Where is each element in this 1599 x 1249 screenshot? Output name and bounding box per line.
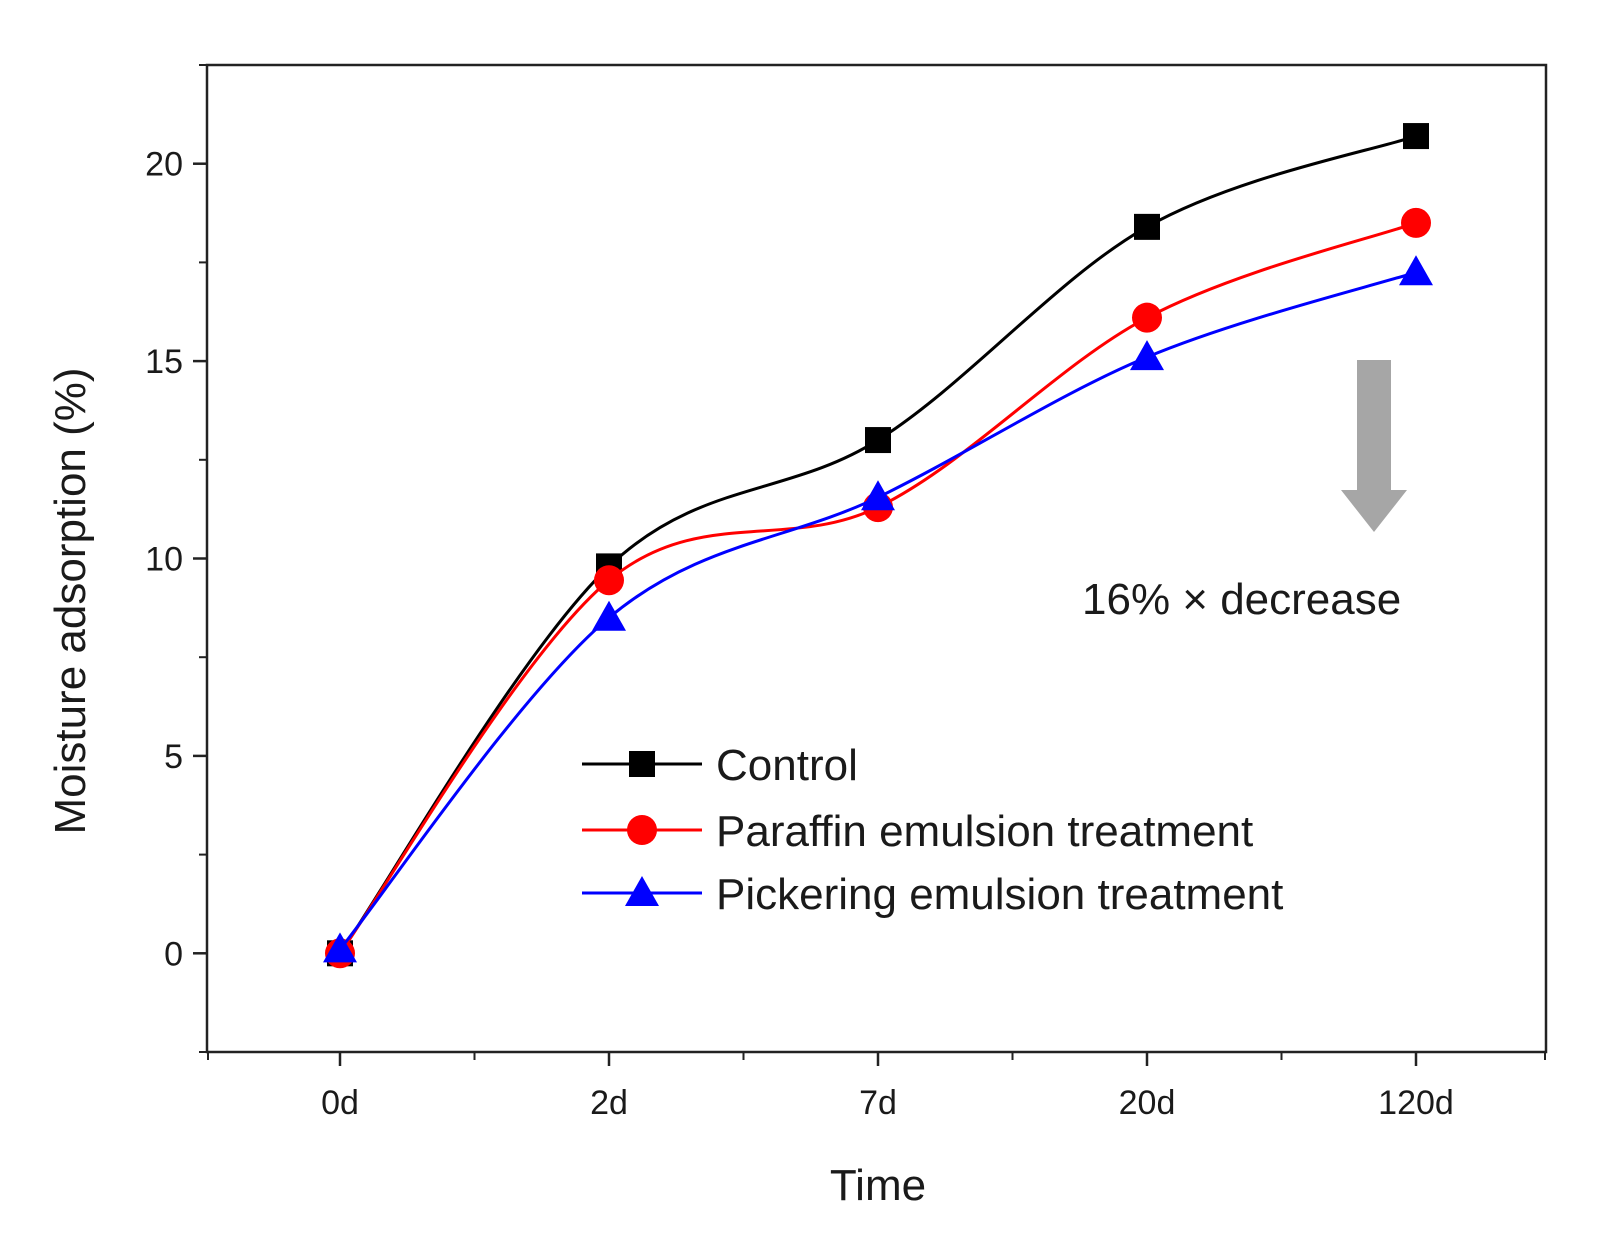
legend-label-pickering: Pickering emulsion treatment <box>716 870 1283 919</box>
axes: 0 5 10 15 20 0d 2d 7d 20d 120d <box>145 63 1548 1122</box>
x-tick-label: 0d <box>321 1084 359 1122</box>
y-tick-label: 0 <box>164 935 183 973</box>
down-arrow-icon <box>1341 360 1407 532</box>
legend-marker-control <box>629 751 655 777</box>
legend: Control Paraffin emulsion treatment Picker… <box>582 741 1283 919</box>
data-point-pickering <box>1130 340 1164 371</box>
decrease-annotation: 16% × decrease <box>1082 575 1401 624</box>
legend-marker-pickering <box>625 876 659 906</box>
data-point-pickering <box>1399 255 1433 286</box>
x-tick-label: 7d <box>859 1084 897 1122</box>
x-tick-label: 20d <box>1119 1084 1176 1122</box>
series-pickering <box>323 255 1433 963</box>
x-axis-title: Time <box>830 1161 926 1210</box>
data-point-pickering <box>323 932 357 963</box>
legend-label-control: Control <box>716 741 858 790</box>
data-point-paraffin <box>1132 302 1162 333</box>
y-tick-label: 5 <box>164 738 183 776</box>
x-tick-label: 120d <box>1378 1084 1454 1122</box>
y-axis-title: Moisture adsorption (%) <box>46 367 95 834</box>
series-line-paraffin <box>338 221 1417 955</box>
annotation: 16% × decrease <box>1082 360 1407 624</box>
legend-label-paraffin: Paraffin emulsion treatment <box>716 807 1253 856</box>
legend-marker-paraffin <box>627 815 657 845</box>
data-point-control <box>865 427 891 454</box>
series-line-control <box>338 134 1417 955</box>
data-point-control <box>1403 123 1429 150</box>
series-line-pickering <box>338 270 1417 951</box>
data-point-paraffin <box>1401 207 1431 238</box>
data-point-pickering <box>861 480 895 511</box>
y-tick-label: 15 <box>145 343 183 381</box>
x-tick-label: 2d <box>590 1084 628 1122</box>
series-lines <box>323 123 1433 969</box>
data-point-pickering <box>592 600 626 631</box>
data-point-control <box>1134 213 1160 240</box>
data-point-paraffin <box>594 565 624 596</box>
y-tick-label: 10 <box>145 541 183 579</box>
y-tick-label: 20 <box>145 146 183 184</box>
